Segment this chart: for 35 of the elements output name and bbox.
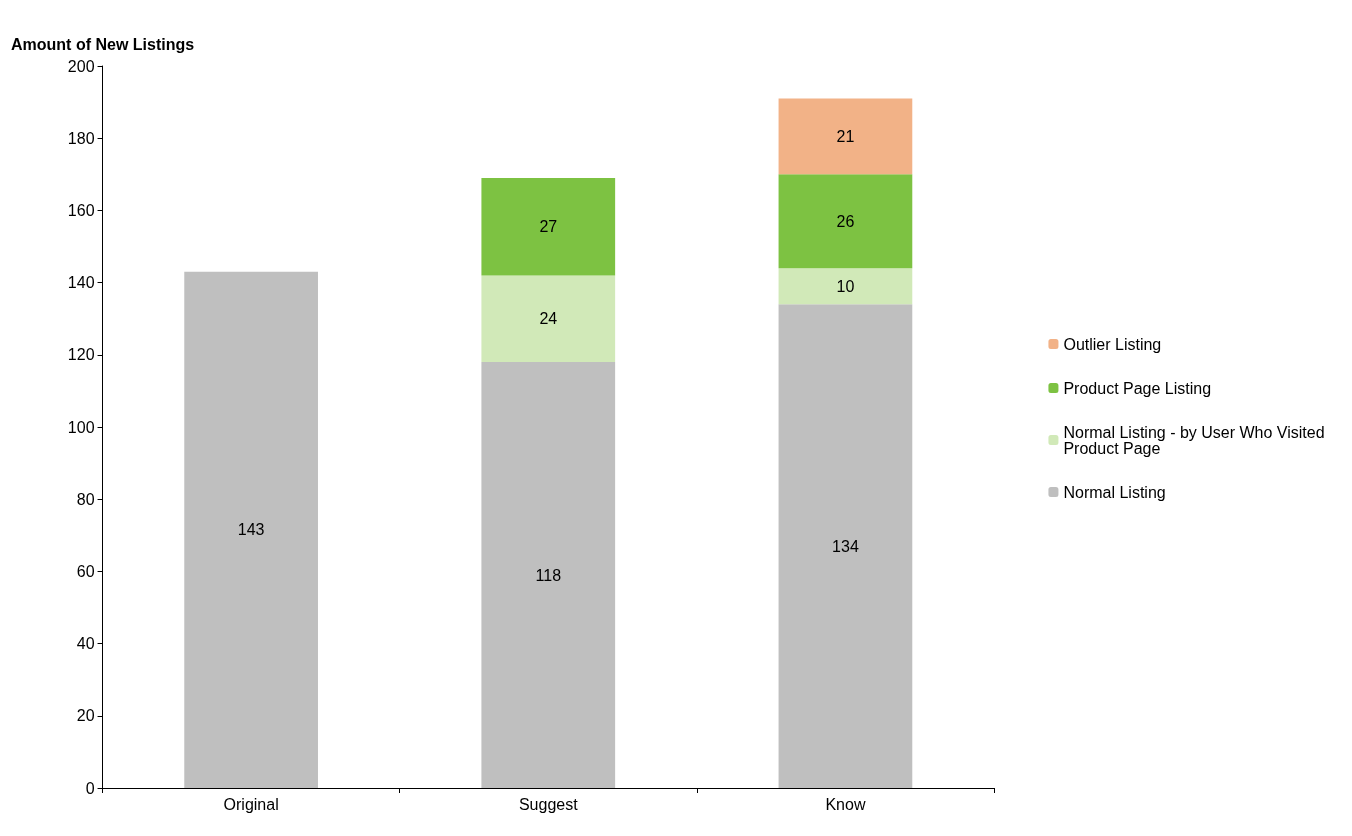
bar: [778, 304, 913, 788]
y-tick-label: 120: [67, 346, 95, 364]
bar: [778, 268, 913, 305]
y-tick-label: 180: [67, 129, 95, 147]
data-label: 118: [535, 566, 562, 584]
data-label: 21: [836, 127, 855, 145]
bar: [778, 174, 913, 269]
x-tick-label: Original: [223, 795, 279, 813]
y-tick-label: 100: [67, 418, 95, 436]
bar: [481, 177, 616, 276]
y-tick-label: 140: [67, 274, 95, 292]
y-tick-label: 160: [67, 201, 95, 219]
y-tick-label: 60: [76, 562, 95, 580]
y-tick-label: 20: [76, 707, 95, 725]
legend-label: Normal Listing: [1063, 483, 1166, 501]
y-tick-label: 80: [76, 490, 95, 508]
y-axis-title: Amount of New Listings: [11, 35, 195, 53]
data-label: 143: [237, 521, 265, 539]
x-tick-label: Know: [825, 795, 866, 813]
bar: [778, 98, 913, 175]
x-tick-label: Suggest: [518, 795, 579, 813]
y-tick-label: 40: [76, 635, 95, 653]
data-label: 24: [539, 310, 558, 328]
y-tick-label: 200: [67, 57, 95, 75]
data-label: 10: [836, 277, 855, 295]
data-label: 26: [836, 212, 855, 230]
bar: [184, 271, 318, 788]
y-tick-label: 0: [85, 779, 95, 797]
bar: [481, 275, 616, 363]
data-label: 134: [832, 537, 859, 555]
legend-label: Outlier Listing: [1063, 335, 1162, 353]
data-label: 27: [539, 218, 558, 236]
legend-label: Product Page Listing: [1063, 379, 1212, 397]
bar: [481, 362, 616, 788]
legend-label: Normal Listing - by User Who Visited Product Page: [1063, 423, 1330, 457]
